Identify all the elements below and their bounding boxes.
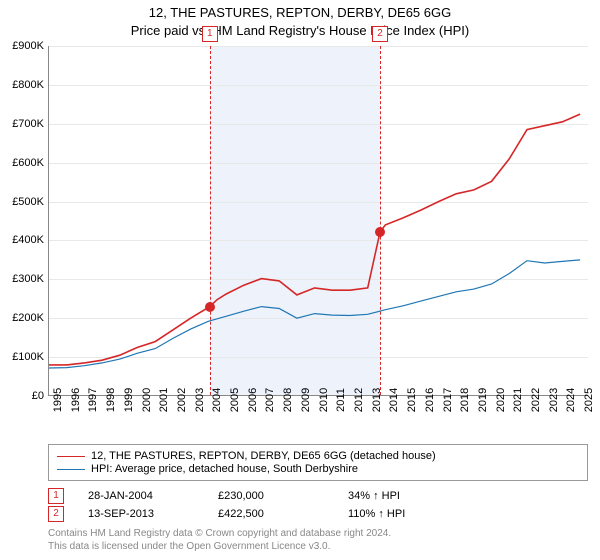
xtick-label: 2013 bbox=[371, 388, 383, 412]
xtick-label: 1997 bbox=[87, 388, 99, 412]
xtick-label: 2008 bbox=[282, 388, 294, 412]
xtick-label: 2007 bbox=[264, 388, 276, 412]
xtick-label: 1998 bbox=[105, 388, 117, 412]
legend-swatch-property bbox=[57, 456, 85, 457]
event-price-1: £230,000 bbox=[218, 490, 348, 502]
event-marker-1: 1 bbox=[48, 488, 64, 504]
line-series-svg bbox=[49, 46, 589, 396]
plot-region: 12 bbox=[48, 46, 588, 396]
ytick-label: £700K bbox=[12, 118, 44, 130]
event-delta-1: 34% ↑ HPI bbox=[348, 490, 478, 502]
event-delta-2: 110% ↑ HPI bbox=[348, 508, 478, 520]
footer: Contains HM Land Registry data © Crown c… bbox=[48, 528, 391, 553]
event-marker-2: 2 bbox=[48, 506, 64, 522]
title-line-1: 12, THE PASTURES, REPTON, DERBY, DE65 6G… bbox=[0, 4, 600, 22]
events-table: 1 28-JAN-2004 £230,000 34% ↑ HPI 2 13-SE… bbox=[48, 486, 588, 524]
chart-title-block: 12, THE PASTURES, REPTON, DERBY, DE65 6G… bbox=[0, 0, 600, 39]
xtick-label: 2021 bbox=[512, 388, 524, 412]
ytick-label: £800K bbox=[12, 79, 44, 91]
event-row-1: 1 28-JAN-2004 £230,000 34% ↑ HPI bbox=[48, 488, 588, 504]
xtick-label: 2019 bbox=[477, 388, 489, 412]
xtick-label: 2003 bbox=[194, 388, 206, 412]
legend-row-hpi: HPI: Average price, detached house, Sout… bbox=[57, 463, 579, 475]
legend-label-property: 12, THE PASTURES, REPTON, DERBY, DE65 6G… bbox=[91, 450, 436, 462]
event-price-2: £422,500 bbox=[218, 508, 348, 520]
ytick-label: £0 bbox=[32, 390, 44, 402]
event-date-2: 13-SEP-2013 bbox=[88, 508, 218, 520]
ytick-label: £900K bbox=[12, 40, 44, 52]
event-box: 2 bbox=[372, 26, 388, 42]
xtick-label: 2017 bbox=[442, 388, 454, 412]
footer-line-2: This data is licensed under the Open Gov… bbox=[48, 541, 391, 554]
legend-label-hpi: HPI: Average price, detached house, Sout… bbox=[91, 463, 358, 475]
xtick-label: 2024 bbox=[565, 388, 577, 412]
xtick-label: 2022 bbox=[530, 388, 542, 412]
ytick-label: £600K bbox=[12, 157, 44, 169]
xtick-label: 2010 bbox=[318, 388, 330, 412]
xtick-label: 1996 bbox=[70, 388, 82, 412]
xtick-label: 2025 bbox=[583, 388, 595, 412]
title-line-2: Price paid vs. HM Land Registry's House … bbox=[0, 22, 600, 40]
ytick-label: £200K bbox=[12, 312, 44, 324]
xtick-label: 2020 bbox=[495, 388, 507, 412]
xtick-label: 2015 bbox=[406, 388, 418, 412]
event-dot bbox=[375, 227, 385, 237]
xtick-label: 2005 bbox=[229, 388, 241, 412]
xtick-label: 2011 bbox=[335, 388, 347, 412]
xtick-label: 2004 bbox=[211, 388, 223, 412]
xtick-label: 2000 bbox=[141, 388, 153, 412]
legend-row-property: 12, THE PASTURES, REPTON, DERBY, DE65 6G… bbox=[57, 450, 579, 462]
xtick-label: 2018 bbox=[459, 388, 471, 412]
legend-swatch-hpi bbox=[57, 469, 85, 470]
xtick-label: 2014 bbox=[388, 388, 400, 412]
event-date-1: 28-JAN-2004 bbox=[88, 490, 218, 502]
event-line bbox=[380, 46, 381, 395]
xtick-label: 1999 bbox=[123, 388, 135, 412]
ytick-label: £400K bbox=[12, 234, 44, 246]
xtick-label: 2016 bbox=[424, 388, 436, 412]
xtick-label: 2002 bbox=[176, 388, 188, 412]
xtick-label: 2006 bbox=[247, 388, 259, 412]
xtick-label: 1995 bbox=[52, 388, 64, 412]
event-box: 1 bbox=[202, 26, 218, 42]
event-line bbox=[210, 46, 211, 395]
event-row-2: 2 13-SEP-2013 £422,500 110% ↑ HPI bbox=[48, 506, 588, 522]
xtick-label: 2001 bbox=[158, 388, 170, 412]
xtick-label: 2012 bbox=[353, 388, 365, 412]
footer-line-1: Contains HM Land Registry data © Crown c… bbox=[48, 528, 391, 541]
legend: 12, THE PASTURES, REPTON, DERBY, DE65 6G… bbox=[48, 444, 588, 481]
event-dot bbox=[205, 302, 215, 312]
series-property bbox=[49, 114, 580, 365]
ytick-label: £500K bbox=[12, 196, 44, 208]
chart-area: 12 £0£100K£200K£300K£400K£500K£600K£700K… bbox=[48, 46, 588, 396]
ytick-label: £100K bbox=[12, 351, 44, 363]
ytick-label: £300K bbox=[12, 273, 44, 285]
xtick-label: 2009 bbox=[300, 388, 312, 412]
xtick-label: 2023 bbox=[548, 388, 560, 412]
